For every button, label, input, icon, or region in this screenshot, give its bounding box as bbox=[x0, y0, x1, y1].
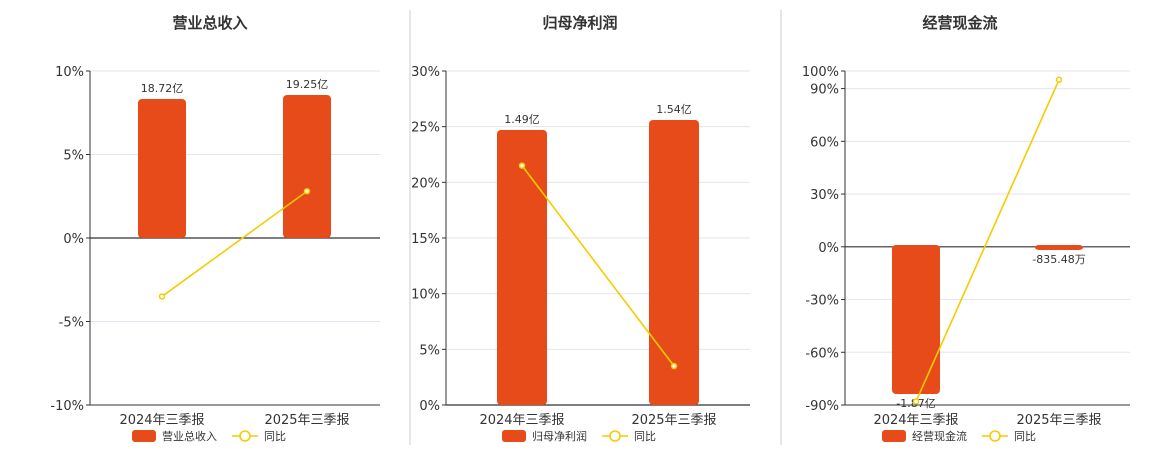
y-tick-label: 100% bbox=[802, 65, 839, 80]
x-category-label: 2025年三季报 bbox=[631, 413, 716, 428]
y-tick-label: -90% bbox=[805, 399, 839, 414]
y-tick-label: 5% bbox=[63, 149, 84, 164]
bar-data-label: 1.49亿 bbox=[504, 113, 540, 126]
chart-panel-1: 营业总收入 10% 5% 0% -5% -10% 18.72亿 2024年三季报 19.25亿 2… bbox=[50, 14, 380, 443]
y-tick-label: 15% bbox=[411, 232, 440, 247]
y-tick-label: 30% bbox=[810, 188, 839, 203]
bar-data-label: -835.48万 bbox=[1032, 253, 1085, 266]
yoy-point-1 bbox=[912, 398, 920, 405]
legend-bar-label: 营业总收入 bbox=[162, 429, 217, 443]
y-tick-label: 60% bbox=[810, 135, 839, 150]
x-category-label: 2024年三季报 bbox=[479, 413, 564, 428]
y-tick-label: 20% bbox=[411, 176, 440, 191]
legend-line-marker bbox=[609, 430, 621, 442]
chart-title: 归母净利润 bbox=[542, 14, 617, 32]
legend-bar-swatch bbox=[502, 430, 526, 442]
y-tick-label: 0% bbox=[818, 241, 839, 256]
legend-bar-label: 归母净利润 bbox=[532, 429, 587, 443]
yoy-line bbox=[915, 79, 1060, 402]
legend-bar-swatch bbox=[132, 430, 156, 442]
legend-line-label: 同比 bbox=[634, 430, 656, 443]
bar-data-label: 1.54亿 bbox=[656, 103, 692, 116]
bar-data-label: 18.72亿 bbox=[141, 82, 184, 95]
y-tick-label: -5% bbox=[59, 316, 84, 331]
chart-panel-2: 归母净利润 30% 25% 20% 15% 10% 5% 0% 1.49亿 2024年三季报 1.5… bbox=[411, 14, 750, 443]
legend-line-marker bbox=[989, 430, 1001, 442]
yoy-point-1 bbox=[518, 162, 526, 169]
y-tick-label: -10% bbox=[50, 399, 84, 414]
y-tick-label: 0% bbox=[419, 399, 440, 414]
legend-bar-label: 经营现金流 bbox=[912, 429, 967, 443]
bar-1 bbox=[892, 245, 940, 394]
bar-2 bbox=[1035, 245, 1083, 250]
yoy-point-2 bbox=[303, 187, 311, 195]
y-tick-label: 10% bbox=[55, 65, 84, 80]
y-tick-label: 30% bbox=[411, 65, 440, 80]
y-tick-label: -30% bbox=[805, 294, 839, 309]
legend-line-marker bbox=[239, 430, 251, 442]
legend-line-label: 同比 bbox=[1014, 430, 1036, 443]
yoy-line bbox=[161, 190, 308, 298]
yoy-point-1 bbox=[158, 293, 166, 300]
legend-line-label: 同比 bbox=[264, 430, 286, 443]
chart-panel-3: 经营现金流100%90%60%30%0%-30%-60%-90%-1.87亿20… bbox=[802, 14, 1130, 443]
yoy-line bbox=[521, 165, 675, 367]
chart-title: 经营现金流 bbox=[922, 14, 997, 32]
y-tick-label: -60% bbox=[805, 346, 839, 361]
y-tick-label: 10% bbox=[411, 288, 440, 303]
y-tick-label: 5% bbox=[419, 343, 440, 358]
yoy-point-2 bbox=[670, 362, 678, 370]
bar-2 bbox=[283, 95, 331, 238]
y-tick-label: 0% bbox=[63, 232, 84, 247]
y-tick-label: 25% bbox=[411, 121, 440, 136]
legend-bar-swatch bbox=[882, 430, 906, 442]
x-category-label: 2025年三季报 bbox=[1016, 413, 1101, 428]
y-tick-label: 90% bbox=[810, 83, 839, 98]
bar-2 bbox=[649, 120, 699, 405]
yoy-point-2 bbox=[1055, 76, 1063, 84]
x-category-label: 2024年三季报 bbox=[119, 413, 204, 428]
bar-1 bbox=[138, 99, 186, 238]
bar-1 bbox=[497, 130, 547, 405]
x-category-label: 2025年三季报 bbox=[264, 413, 349, 428]
chart-title: 营业总收入 bbox=[172, 14, 247, 32]
bar-data-label: 19.25亿 bbox=[286, 78, 329, 91]
x-category-label: 2024年三季报 bbox=[873, 413, 958, 428]
